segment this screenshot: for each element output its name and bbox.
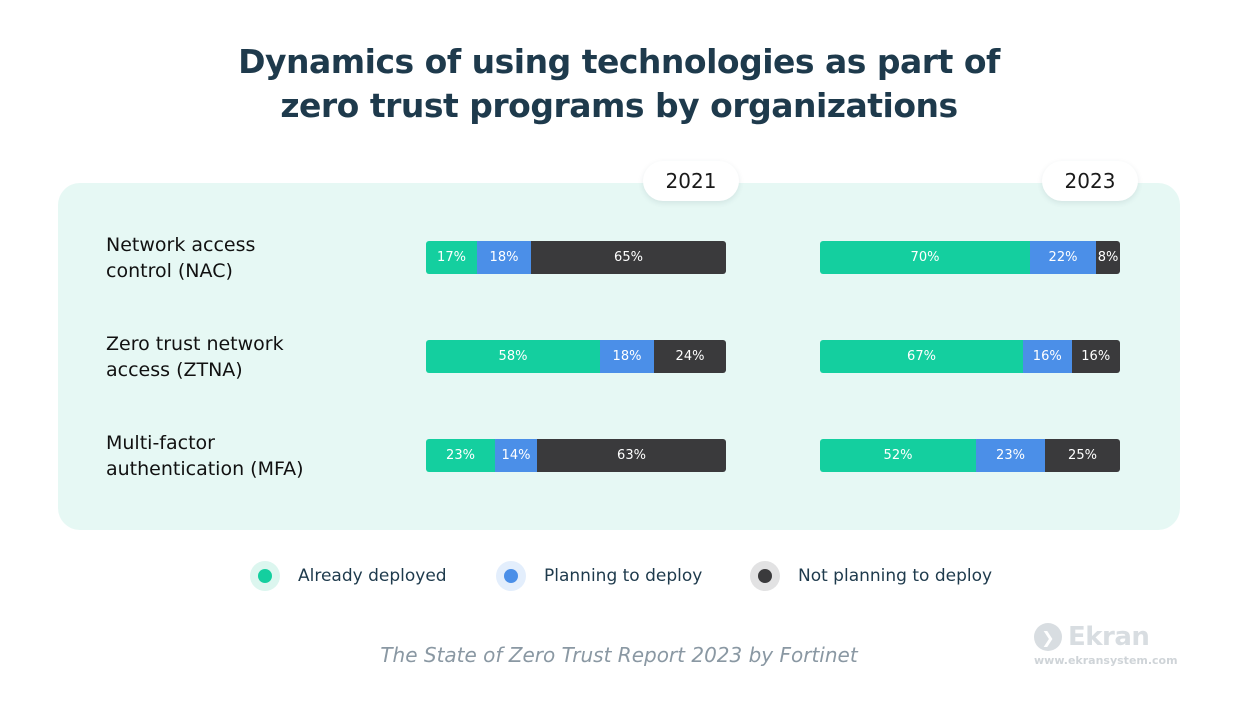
year-pill-2023: 2023 bbox=[1042, 161, 1138, 201]
legend: Already deployed Planning to deploy Not … bbox=[0, 560, 1238, 592]
legend-swatch bbox=[750, 561, 780, 591]
chart-title-line-1: Dynamics of using technologies as part o… bbox=[238, 42, 1000, 81]
chart-title: Dynamics of using technologies as part o… bbox=[0, 40, 1238, 128]
brand-watermark: ❯ Ekran www.ekransystem.com bbox=[1034, 622, 1184, 672]
year-pill-2021: 2021 bbox=[643, 161, 739, 201]
row-label-line: authentication (MFA) bbox=[106, 458, 304, 480]
bar-segment-planning-to-deploy: 18% bbox=[600, 340, 654, 373]
data-label: 22% bbox=[1048, 250, 1078, 265]
data-label: 16% bbox=[1081, 349, 1111, 364]
data-label: 16% bbox=[1032, 349, 1062, 364]
bar-segment-already-deployed: 52% bbox=[820, 439, 976, 472]
bar-mfa-2023: 52% 23% 25% bbox=[820, 439, 1120, 472]
row-label-ztna: Zero trust network access (ZTNA) bbox=[106, 331, 336, 383]
data-label: 70% bbox=[910, 250, 940, 265]
ekran-logo-icon: ❯ bbox=[1034, 623, 1062, 651]
data-label: 8% bbox=[1097, 250, 1119, 265]
legend-swatch bbox=[250, 561, 280, 591]
bar-ztna-2023: 67% 16% 16% bbox=[820, 340, 1120, 373]
row-label-line: access (ZTNA) bbox=[106, 359, 243, 381]
data-label: 65% bbox=[614, 250, 643, 265]
brand-name: Ekran bbox=[1068, 622, 1150, 652]
data-label: 52% bbox=[883, 448, 913, 463]
legend-label: Already deployed bbox=[298, 566, 447, 586]
data-label: 67% bbox=[907, 349, 936, 364]
legend-item-not-planning-to-deploy: Not planning to deploy bbox=[750, 560, 992, 592]
data-label: 63% bbox=[617, 448, 646, 463]
data-label: 24% bbox=[675, 349, 705, 364]
bar-nac-2021: 17% 18% 65% bbox=[426, 241, 726, 274]
bar-segment-planning-to-deploy: 18% bbox=[477, 241, 531, 274]
row-label-line: control (NAC) bbox=[106, 260, 233, 282]
row-label-line: Network access bbox=[106, 234, 256, 256]
legend-label: Planning to deploy bbox=[544, 566, 703, 586]
bar-mfa-2021: 23% 14% 63% bbox=[426, 439, 726, 472]
data-label: 18% bbox=[489, 250, 519, 265]
legend-swatch bbox=[496, 561, 526, 591]
bar-segment-not-planning-to-deploy: 16% bbox=[1071, 340, 1120, 373]
bar-segment-already-deployed: 17% bbox=[426, 241, 477, 274]
data-label: 23% bbox=[996, 448, 1025, 463]
data-label: 23% bbox=[446, 448, 475, 463]
legend-item-already-deployed: Already deployed bbox=[250, 560, 447, 592]
brand-url: www.ekransystem.com bbox=[1034, 654, 1178, 667]
row-label-line: Multi-factor bbox=[106, 432, 215, 454]
data-label: 18% bbox=[612, 349, 642, 364]
source-caption: The State of Zero Trust Report 2023 by F… bbox=[380, 643, 858, 667]
bar-segment-not-planning-to-deploy: 65% bbox=[531, 241, 726, 274]
legend-item-planning-to-deploy: Planning to deploy bbox=[496, 560, 702, 592]
data-label: 58% bbox=[498, 349, 528, 364]
bar-segment-not-planning-to-deploy: 24% bbox=[654, 340, 726, 373]
data-label: 14% bbox=[501, 448, 531, 463]
bar-segment-planning-to-deploy: 22% bbox=[1030, 241, 1096, 274]
row-label-nac: Network access control (NAC) bbox=[106, 232, 336, 284]
data-label: 17% bbox=[437, 250, 466, 265]
legend-label: Not planning to deploy bbox=[798, 566, 993, 586]
row-label-mfa: Multi-factor authentication (MFA) bbox=[106, 430, 336, 482]
bar-segment-already-deployed: 70% bbox=[820, 241, 1030, 274]
bar-segment-not-planning-to-deploy: 63% bbox=[537, 439, 726, 472]
data-label: 25% bbox=[1068, 448, 1097, 463]
bar-segment-not-planning-to-deploy: 25% bbox=[1045, 439, 1120, 472]
chart-title-line-2: zero trust programs by organizations bbox=[280, 86, 958, 125]
bar-segment-not-planning-to-deploy: 8% bbox=[1096, 241, 1120, 274]
bar-segment-planning-to-deploy: 23% bbox=[976, 439, 1045, 472]
bar-segment-already-deployed: 23% bbox=[426, 439, 495, 472]
bar-segment-planning-to-deploy: 16% bbox=[1023, 340, 1072, 373]
bar-ztna-2021: 58% 18% 24% bbox=[426, 340, 726, 373]
bar-nac-2023: 70% 22% 8% bbox=[820, 241, 1120, 274]
bar-segment-already-deployed: 67% bbox=[820, 340, 1024, 373]
bar-segment-already-deployed: 58% bbox=[426, 340, 600, 373]
row-label-line: Zero trust network bbox=[106, 333, 284, 355]
bar-segment-planning-to-deploy: 14% bbox=[495, 439, 537, 472]
